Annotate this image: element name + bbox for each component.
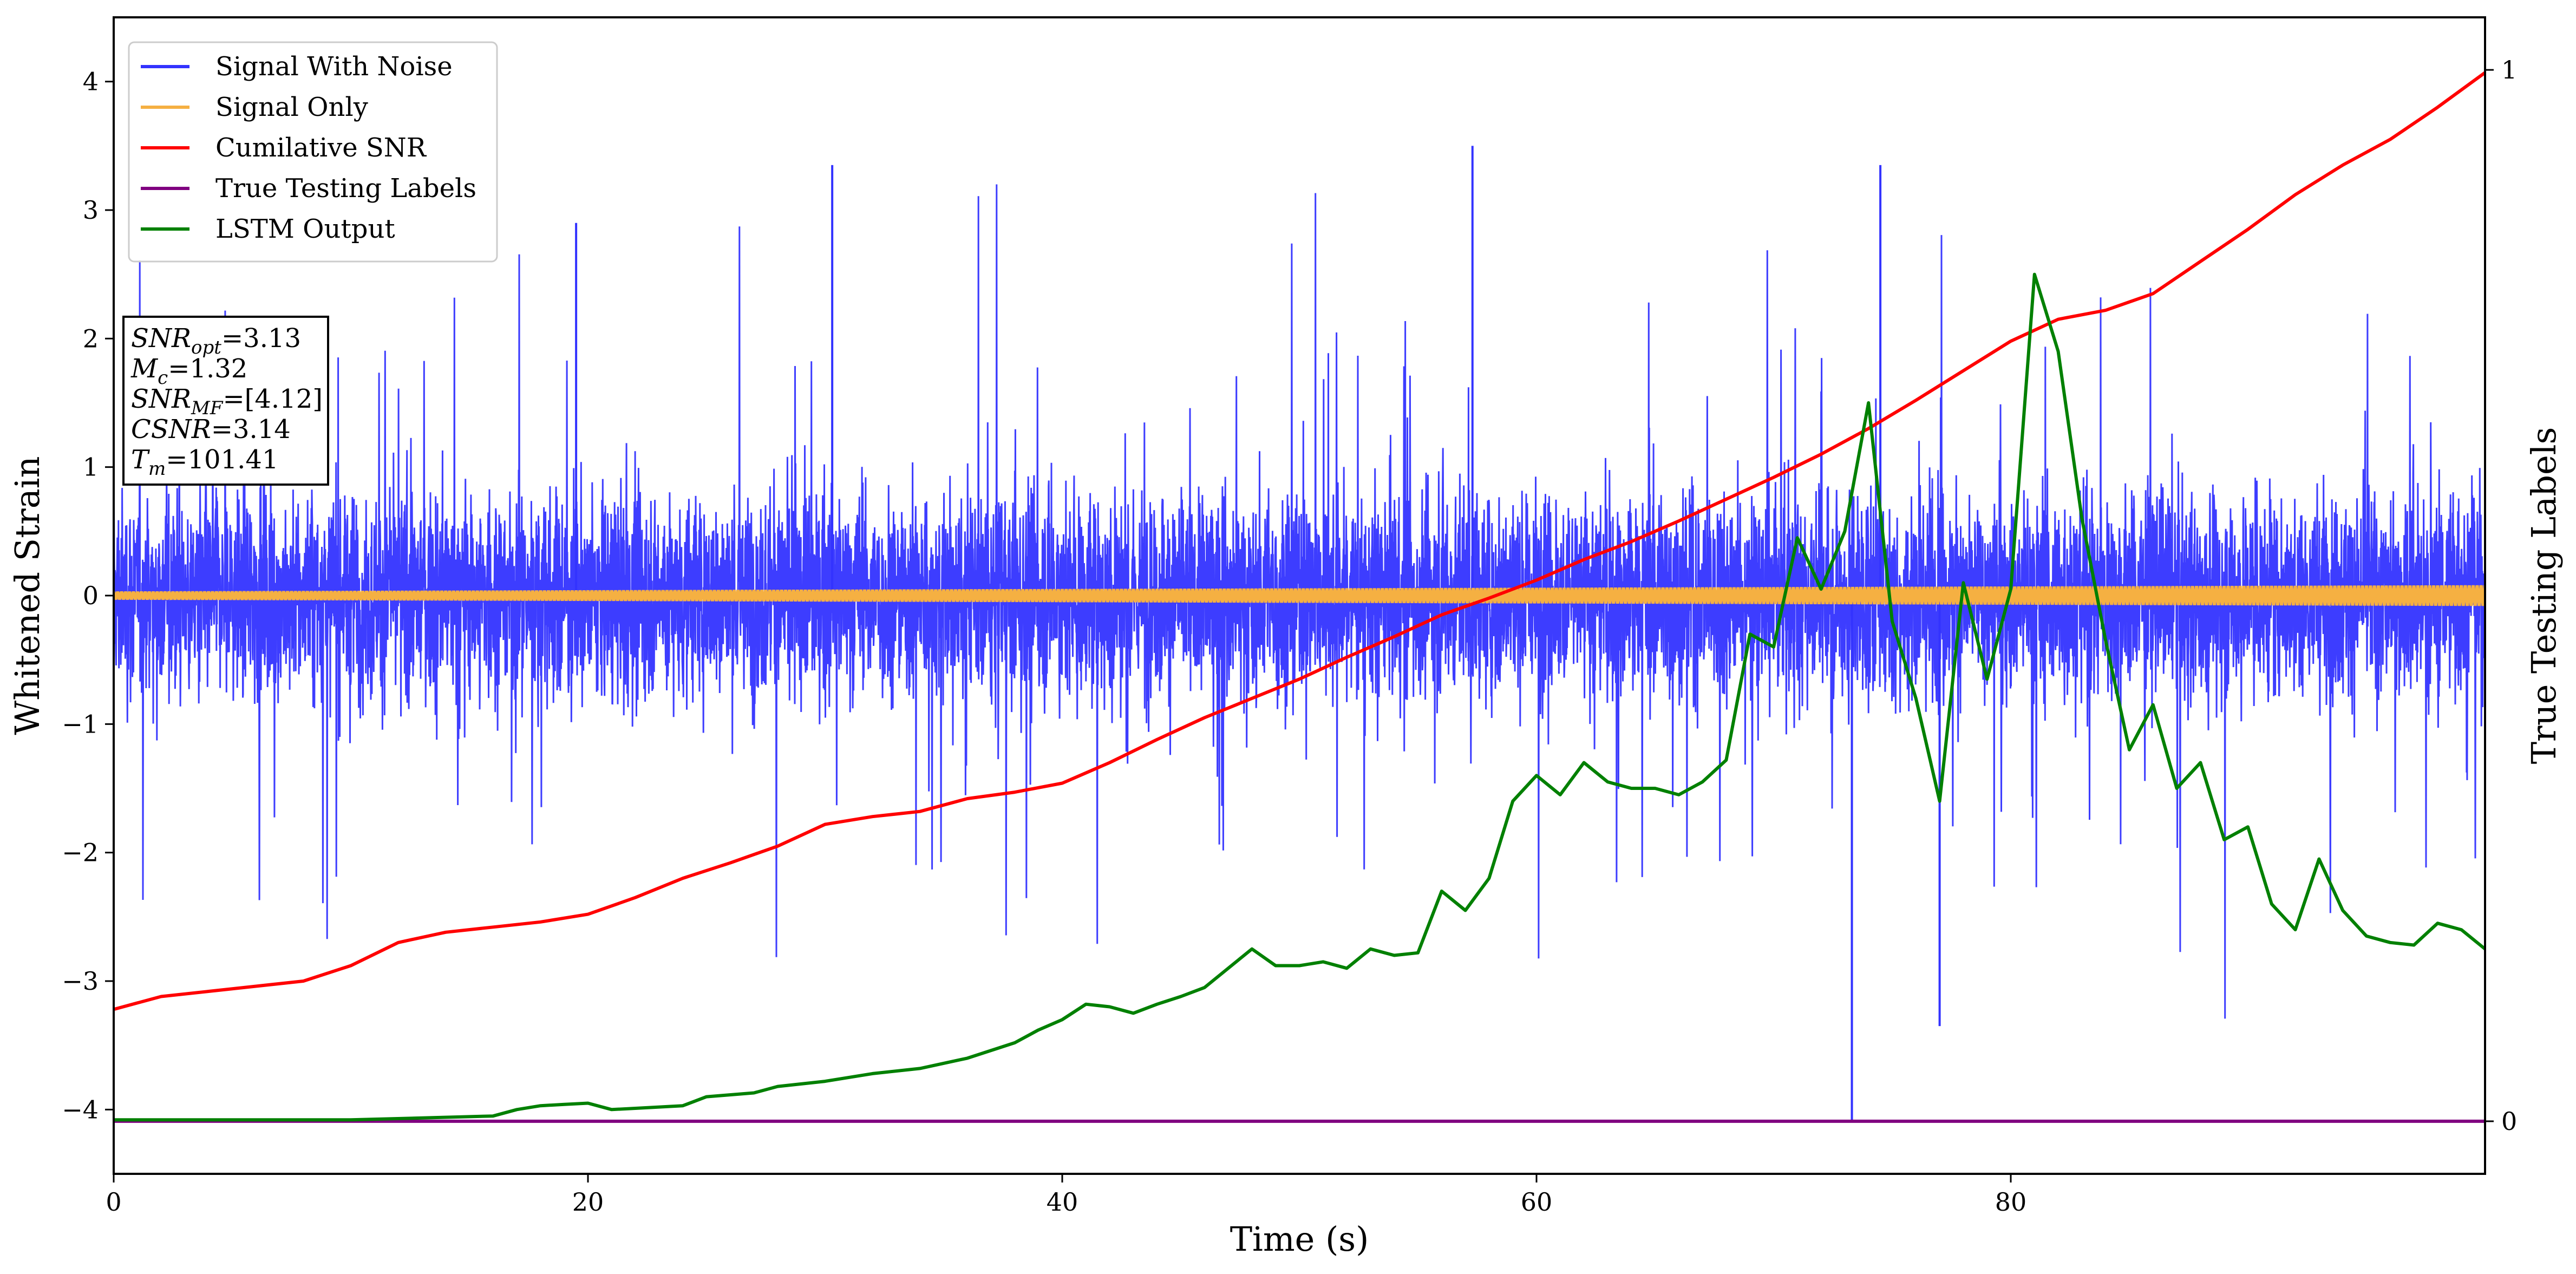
series-signal-only — [114, 585, 2485, 606]
info-line-3: CSNR=3.14 — [131, 414, 291, 445]
legend-label-0: Signal With Noise — [215, 51, 453, 82]
info-annotation-box — [122, 316, 329, 486]
series-cumilative-snr — [114, 71, 2485, 1011]
y-tick-label--4: −4 — [62, 1095, 99, 1124]
y-tick-label--1: −1 — [62, 709, 99, 739]
y2-tick-label-0: 0 — [2501, 1107, 2517, 1136]
y-tick-label-3: 3 — [83, 195, 99, 225]
x-tick-label-40: 40 — [1047, 1187, 1078, 1217]
y-tick-label--2: −2 — [62, 838, 99, 867]
y-tick-label-2: 2 — [83, 324, 99, 353]
x-tick-label-80: 80 — [1995, 1187, 2027, 1217]
y-tick-label-0: 0 — [83, 581, 99, 610]
info-annotation: SNRopt=3.13Mc=1.32SNRMF=[4.12]CSNR=3.14T… — [122, 316, 329, 486]
legend-box — [128, 41, 498, 263]
y2-tick-label-1: 1 — [2501, 55, 2517, 84]
legend-label-2: Cumilative SNR — [215, 133, 427, 163]
info-line-2: SNRMF=[4.12] — [131, 384, 323, 419]
x-axis-label: Time (s) — [1230, 1219, 1369, 1259]
y2-axis-label: True Testing Labels — [2524, 427, 2564, 765]
legend-label-3: True Testing Labels — [215, 173, 476, 204]
info-line-4: Tm=101.41 — [131, 445, 278, 480]
y-axis-label: Whitened Strain — [8, 456, 47, 735]
x-tick-label-60: 60 — [1521, 1187, 1553, 1217]
y-tick-label-1: 1 — [83, 453, 99, 482]
legend-label-4: LSTM Output — [215, 214, 395, 244]
legend: Signal With Noise Signal Only Cumilative S… — [128, 41, 498, 263]
series-layer — [114, 71, 2485, 1123]
series-lstm-output — [114, 272, 2485, 1122]
y-tick-label--3: −3 — [62, 966, 99, 996]
y-tick-label-4: 4 — [83, 67, 99, 96]
series-signal-with-noise — [114, 184, 2485, 1019]
x-tick-label-20: 20 — [572, 1187, 604, 1217]
info-line-0: SNRopt=3.13 — [131, 323, 301, 358]
info-line-1: Mc=1.32 — [130, 354, 247, 389]
x-tick-label-0: 0 — [106, 1187, 121, 1217]
legend-label-1: Signal Only — [215, 92, 368, 122]
